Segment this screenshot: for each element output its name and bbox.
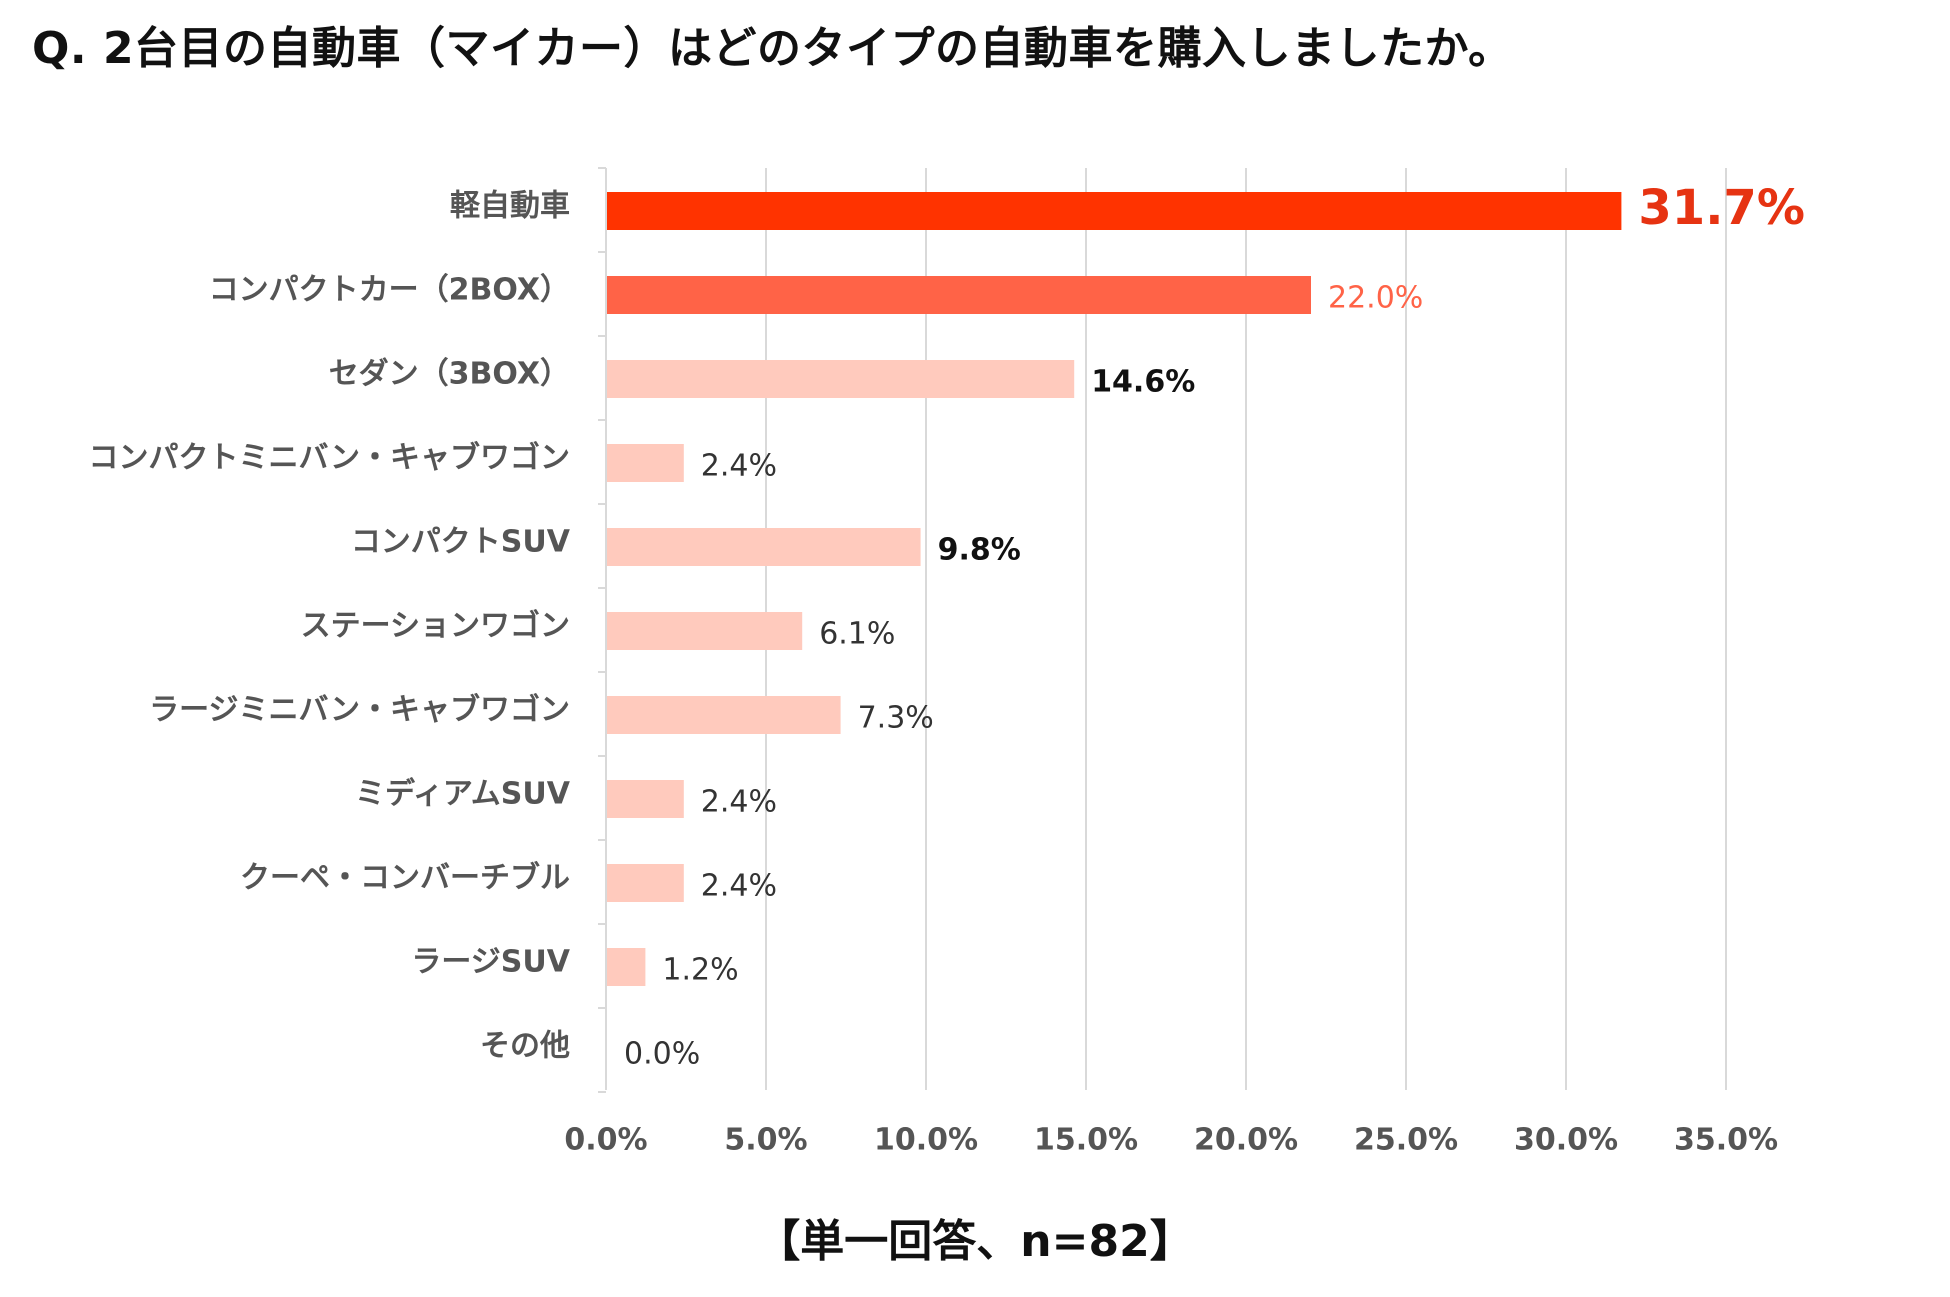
bar-6 [607, 696, 841, 734]
chart-title: Q. 2台目の自動車（マイカー）はどのタイプの自動車を購入しましたか。 [32, 23, 1513, 74]
value-label-8: 2.4% [701, 869, 777, 904]
bar-1 [607, 276, 1311, 314]
value-labels: 31.7% 22.0% 14.6% 2.4% 9.8% 6.1% 7.3% 2.4% 2.4% 1… [624, 180, 1805, 1072]
x-tick-label-2: 10.0% [874, 1123, 978, 1158]
chart-footer-note: 【単一回答、n=82】 [756, 1216, 1194, 1267]
category-label-10: その他 [480, 1029, 570, 1064]
category-label-9: ラージSUV [411, 945, 570, 980]
x-tick-label-1: 5.0% [724, 1123, 807, 1158]
gridlines [598, 167, 1727, 1093]
category-label-3: コンパクトミニバン・キャブワゴン [89, 441, 571, 476]
bar-5 [607, 612, 803, 650]
value-label-7: 2.4% [701, 785, 777, 820]
x-tick-label-0: 0.0% [564, 1123, 647, 1158]
bar-9 [607, 948, 646, 986]
x-tick-labels: 0.0% 5.0% 10.0% 15.0% 20.0% 25.0% 30.0% 35.0% [564, 1123, 1778, 1158]
category-label-8: クーペ・コンバーチブル [240, 861, 570, 896]
category-label-1: コンパクトカー（2BOX） [209, 273, 570, 308]
category-label-7: ミディアムSUV [355, 777, 571, 812]
bar-7 [607, 780, 684, 818]
category-label-2: セダン（3BOX） [329, 357, 570, 392]
value-label-1: 22.0% [1328, 281, 1423, 316]
x-tick-label-3: 15.0% [1034, 1123, 1138, 1158]
bars [607, 192, 1622, 986]
value-label-4: 9.8% [938, 533, 1021, 568]
category-label-5: ステーションワゴン [301, 609, 570, 644]
bar-2 [607, 360, 1075, 398]
x-tick-label-7: 35.0% [1674, 1123, 1778, 1158]
value-label-9: 1.2% [662, 953, 738, 988]
value-label-0: 31.7% [1638, 180, 1805, 236]
value-label-10: 0.0% [624, 1037, 700, 1072]
value-label-2: 14.6% [1091, 365, 1195, 400]
value-label-5: 6.1% [819, 617, 895, 652]
category-label-0: 軽自動車 [450, 189, 570, 224]
bar-3 [607, 444, 684, 482]
bar-8 [607, 864, 684, 902]
bar-0 [607, 192, 1622, 230]
bar-4 [607, 528, 921, 566]
value-label-6: 7.3% [858, 701, 934, 736]
value-label-3: 2.4% [701, 449, 777, 484]
x-tick-label-5: 25.0% [1354, 1123, 1458, 1158]
category-label-6: ラージミニバン・キャブワゴン [149, 693, 570, 728]
x-tick-label-6: 30.0% [1514, 1123, 1618, 1158]
x-tick-label-4: 20.0% [1194, 1123, 1298, 1158]
category-label-4: コンパクトSUV [351, 525, 571, 560]
